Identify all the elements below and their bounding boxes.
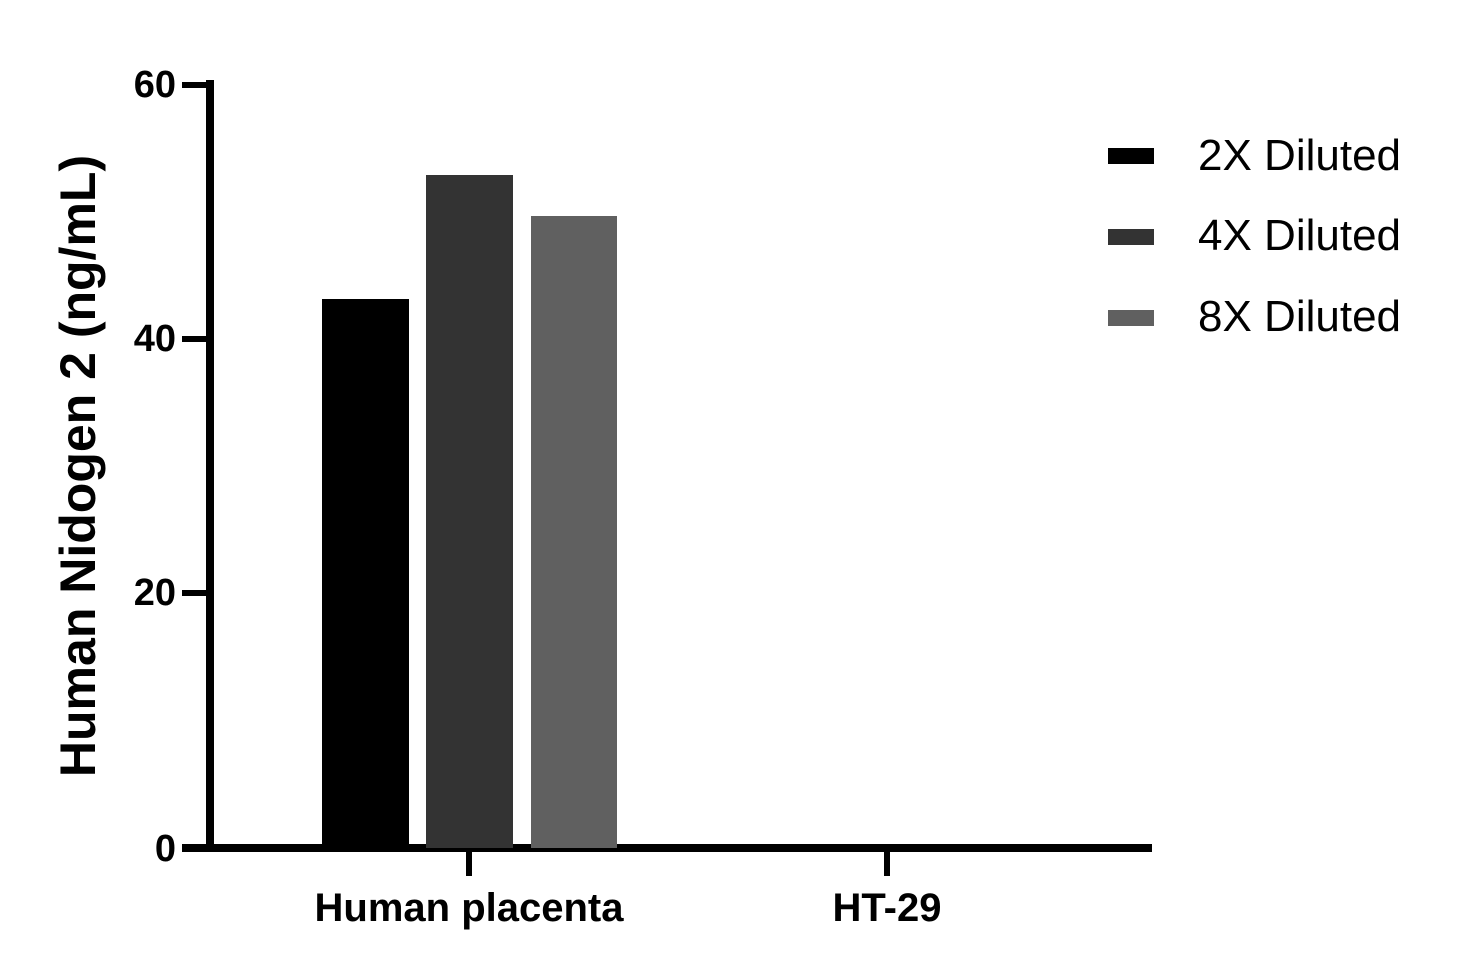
x-tick-label-ht-29: HT-29 [832,886,942,930]
y-tick-20 [182,590,208,596]
legend-label-4x: 4X Diluted [1198,211,1402,260]
y-tick-label-60: 60 [133,64,176,106]
x-tick-human-placenta [466,850,472,876]
x-tick-label-human-placenta: Human placenta [314,886,624,930]
legend-swatch-2x [1108,148,1154,164]
y-tick-label-0: 0 [154,828,176,870]
y-tick-label-40: 40 [133,318,176,360]
legend-label-8x: 8X Diluted [1198,292,1402,341]
y-tick-0 [182,845,208,851]
bar-human-placenta-8x [531,216,617,848]
y-tick-label-20: 20 [133,572,176,614]
y-tick-40 [182,336,208,342]
x-axis-line [182,844,1152,852]
bar-human-placenta-2x [322,299,409,848]
legend-swatch-4x [1108,229,1154,245]
legend-swatch-8x [1108,310,1154,326]
y-axis-label: Human Nidogen 2 (ng/mL) [50,154,106,778]
x-tick-ht-29 [884,850,890,876]
y-tick-60 [182,82,208,88]
y-axis-line [206,80,214,852]
bar-human-placenta-4x [426,175,513,848]
legend-label-2x: 2X Diluted [1198,131,1402,180]
